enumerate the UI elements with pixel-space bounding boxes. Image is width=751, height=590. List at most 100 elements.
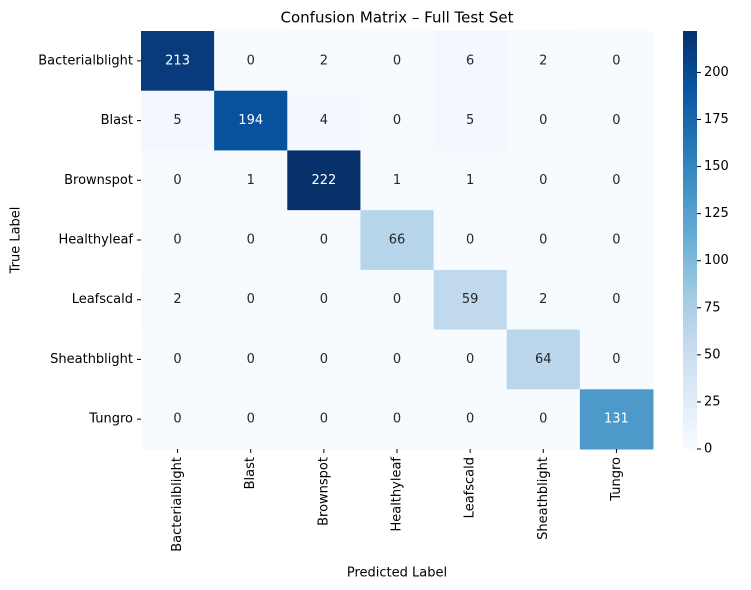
- cell-label: 66: [389, 233, 406, 248]
- cell-label: 222: [311, 173, 336, 188]
- heatmap-cell: [141, 90, 215, 151]
- heatmap-cell: [579, 90, 654, 151]
- heatmap-cell: [506, 90, 581, 151]
- cell-label: 5: [173, 113, 181, 128]
- x-tick-label: Blast: [243, 457, 258, 489]
- cell-label: 0: [539, 113, 547, 128]
- cell-label: 0: [466, 352, 474, 367]
- heatmap-cell: [287, 389, 361, 450]
- heatmap-cell: [579, 389, 654, 450]
- cell-label: 59: [462, 292, 479, 307]
- colorbar-tick-label: 25: [704, 394, 721, 409]
- heatmap-cell: [433, 31, 508, 92]
- heatmap-cell: [433, 150, 508, 211]
- cell-label: 1: [393, 173, 401, 188]
- heatmap-cell: [287, 269, 361, 331]
- heatmap-cell: [360, 329, 435, 390]
- heatmap-cell: [506, 269, 581, 331]
- cell-label: 0: [320, 292, 328, 307]
- heatmap-cell: [214, 90, 288, 151]
- heatmap-cell: [506, 31, 581, 92]
- cell-label: 0: [173, 412, 181, 427]
- cell-label: 0: [612, 352, 620, 367]
- cell-label: 0: [539, 233, 547, 248]
- heatmap-cell: [141, 210, 215, 271]
- y-tick-label: Blast: [101, 113, 133, 128]
- heatmap-cell: [214, 210, 288, 271]
- heatmap-cell: [433, 90, 508, 151]
- heatmap-cell: [506, 150, 581, 211]
- cell-label: 0: [173, 173, 181, 188]
- heatmap-cell: [506, 389, 581, 450]
- heatmap-cell: [287, 90, 361, 151]
- cell-label: 131: [604, 412, 629, 427]
- colorbar-tick-label: 175: [704, 112, 729, 127]
- cell-label: 0: [539, 412, 547, 427]
- heatmap-cell: [214, 150, 288, 211]
- colorbar-tick-label: 50: [704, 347, 721, 362]
- cell-label: 0: [247, 352, 255, 367]
- cell-label: 194: [238, 113, 263, 128]
- cell-label: 0: [612, 113, 620, 128]
- x-tick-label: Sheathblight: [536, 457, 551, 540]
- heatmap-cell: [433, 389, 508, 450]
- cell-label: 0: [173, 352, 181, 367]
- heatmap-cell: [360, 31, 435, 92]
- cell-label: 0: [247, 292, 255, 307]
- colorbar-tick-label: 0: [704, 442, 712, 457]
- heatmap-cell: [360, 150, 435, 211]
- colorbar-tick-label: 100: [704, 253, 729, 268]
- cell-label: 0: [612, 53, 620, 68]
- cell-label: 0: [612, 233, 620, 248]
- cell-label: 2: [539, 292, 547, 307]
- y-tick-label: Healthyleaf: [58, 233, 133, 248]
- heatmap-cell: [287, 150, 361, 211]
- heatmap-cell: [506, 329, 581, 390]
- heatmap-cell: [141, 150, 215, 211]
- cell-label: 0: [247, 233, 255, 248]
- heatmap-cell: [141, 269, 215, 331]
- x-axis-label: Predicted Label: [347, 566, 447, 581]
- y-tick-label: Bacterialblight: [38, 53, 133, 68]
- cell-label: 0: [173, 233, 181, 248]
- cell-label: 0: [247, 53, 255, 68]
- cell-label: 0: [539, 173, 547, 188]
- heatmap-cell: [287, 329, 361, 390]
- cell-label: 0: [612, 173, 620, 188]
- cell-label: 5: [466, 113, 474, 128]
- cell-label: 6: [466, 53, 474, 68]
- cell-label: 2: [320, 53, 328, 68]
- cell-label: 1: [247, 173, 255, 188]
- cell-label: 0: [393, 412, 401, 427]
- colorbar-tick-label: 200: [704, 65, 729, 80]
- heatmap-cell: [579, 31, 654, 92]
- x-tick-label: Bacterialblight: [170, 457, 185, 552]
- y-tick-label: Sheathblight: [50, 352, 133, 367]
- colorbar-tick-label: 75: [704, 300, 721, 315]
- cell-label: 1: [466, 173, 474, 188]
- heatmap-cell: [214, 329, 288, 390]
- heatmap-cell: [579, 329, 654, 390]
- heatmap-cell: [214, 31, 288, 92]
- heatmap-cell: [360, 90, 435, 151]
- cell-label: 4: [320, 113, 328, 128]
- heatmap-cell: [360, 210, 435, 271]
- cell-label: 0: [393, 352, 401, 367]
- heatmap-cell: [141, 389, 215, 450]
- heatmap-cell: [287, 31, 361, 92]
- x-tick-label: Healthyleaf: [390, 457, 405, 532]
- heatmap-cell: [287, 210, 361, 271]
- cell-label: 0: [320, 412, 328, 427]
- cell-label: 0: [320, 352, 328, 367]
- heatmap-cell: [214, 269, 288, 331]
- heatmap-cell: [433, 269, 508, 331]
- cell-label: 0: [466, 412, 474, 427]
- cell-label: 213: [165, 53, 190, 68]
- cell-label: 2: [539, 53, 547, 68]
- x-tick-label: Tungro: [609, 457, 624, 502]
- heatmap-cell: [579, 150, 654, 211]
- heatmap-cell: [141, 329, 215, 390]
- heatmap-cell: [433, 210, 508, 271]
- heatmap-cell: [506, 210, 581, 271]
